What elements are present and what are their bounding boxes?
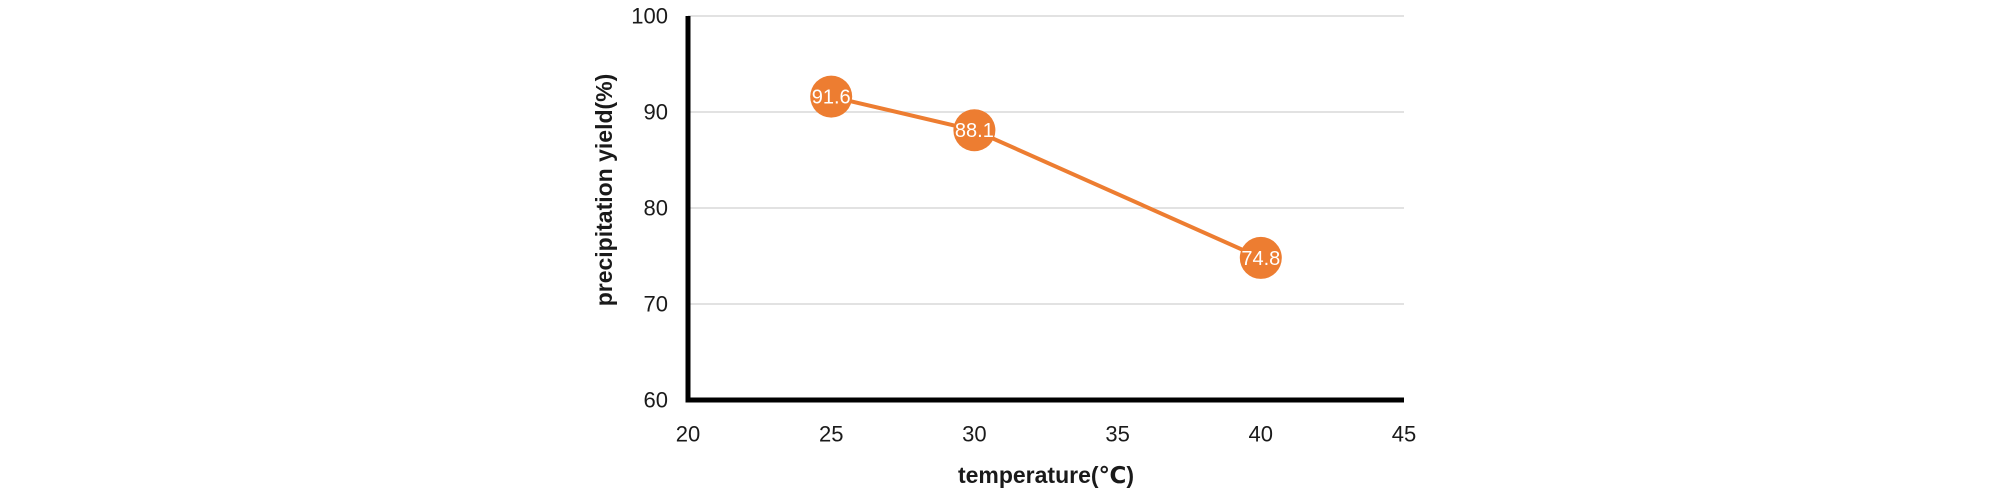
axes-layer: 60 70 80 90 100 20 25 30 35 40 45 bbox=[631, 4, 1416, 447]
y-tick-label-100: 100 bbox=[631, 4, 668, 29]
y-tick-label-70: 70 bbox=[644, 292, 668, 317]
data-point-label-25: 91.6 bbox=[812, 87, 851, 109]
y-axis-title: precipitation yield(%) bbox=[591, 74, 617, 307]
y-tick-label-90: 90 bbox=[644, 100, 668, 125]
y-tick-label-60: 60 bbox=[644, 388, 668, 413]
x-tick-label-30: 30 bbox=[962, 422, 986, 447]
x-tick-label-40: 40 bbox=[1249, 422, 1273, 447]
data-point-marker-40 bbox=[1239, 236, 1282, 279]
data-point-marker-25 bbox=[810, 75, 853, 118]
series-layer: 91.6 88.1 74.8 bbox=[810, 75, 1282, 279]
data-point-label-30: 88.1 bbox=[955, 120, 994, 142]
x-tick-label-35: 35 bbox=[1105, 422, 1129, 447]
data-point-label-40: 74.8 bbox=[1241, 248, 1280, 270]
x-tick-label-45: 45 bbox=[1392, 422, 1416, 447]
series-line bbox=[830, 94, 1262, 260]
x-tick-label-25: 25 bbox=[819, 422, 843, 447]
y-tick-label-80: 80 bbox=[644, 196, 668, 221]
x-axis-title: temperature(℃) bbox=[958, 462, 1134, 488]
x-tick-label-20: 20 bbox=[676, 422, 700, 447]
data-point-marker-30 bbox=[953, 109, 996, 152]
gridlines-layer bbox=[688, 15, 1404, 305]
